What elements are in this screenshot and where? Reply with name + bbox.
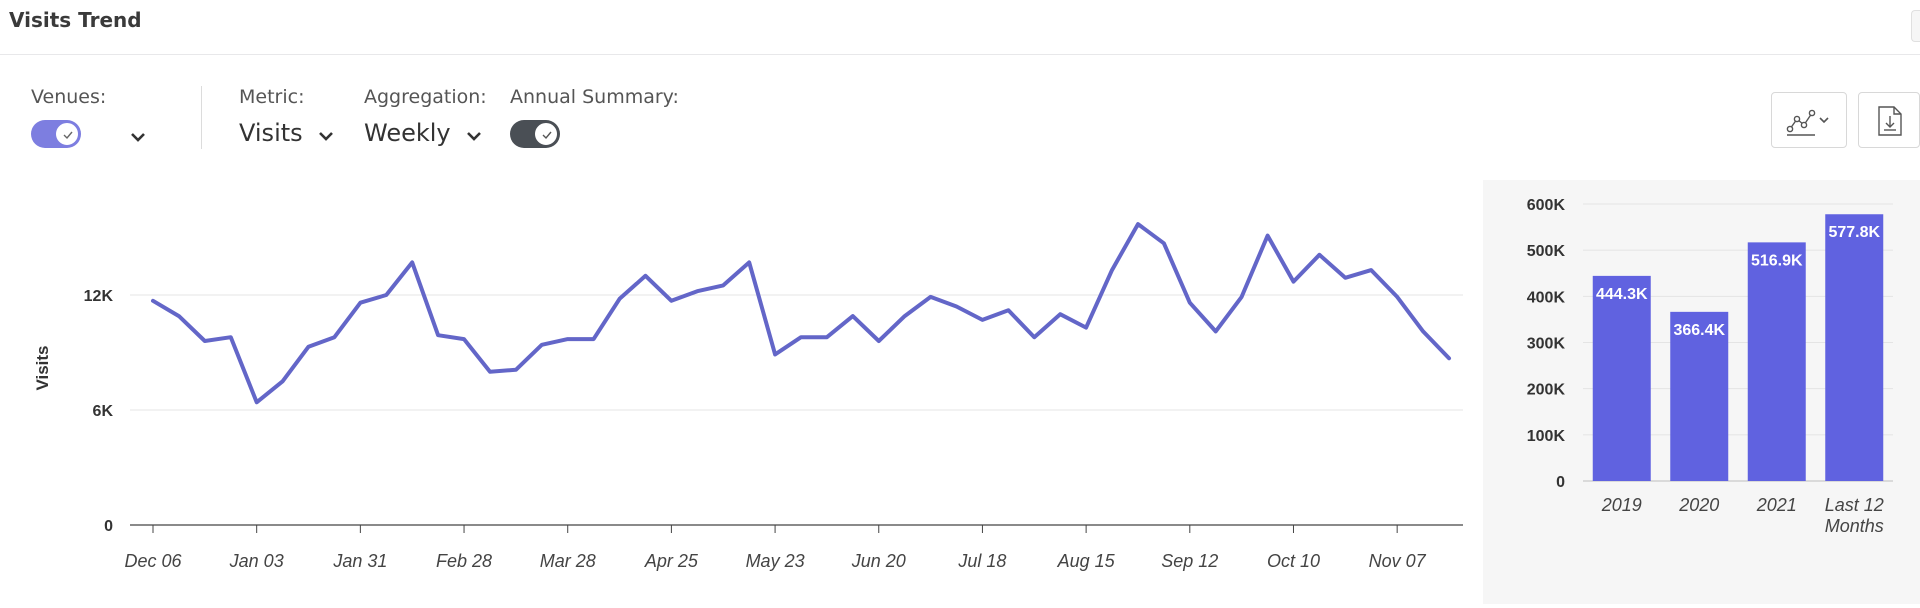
chevron-down-icon (131, 133, 145, 142)
chevron-down-icon (319, 132, 334, 141)
visits-series-line (151, 222, 1451, 405)
x-axis-ticks: 2019 2020 2021 Last 12 Months (1601, 495, 1884, 536)
controls-divider (201, 86, 202, 149)
check-icon (63, 131, 73, 140)
x-tick-label: Apr 25 (644, 551, 699, 571)
x-tick-label-line: 2021 (1756, 495, 1797, 515)
chevron-down-icon (467, 132, 482, 141)
x-tick-label: 2019 (1601, 495, 1642, 515)
bar-value-label: 444.3K (1596, 286, 1648, 303)
bar-value-label: 577.8K (1828, 224, 1880, 241)
page-title: Visits Trend (9, 8, 142, 32)
y-tick-label: 0 (104, 518, 113, 535)
annual-bar-chart: 0 100K 200K 300K 400K 500K 600K 444.3K 366.4K 51… (1527, 197, 1893, 536)
x-tick-label-line: Last 12 (1825, 495, 1884, 515)
download-file-icon (1878, 106, 1902, 136)
bars: 444.3K 366.4K 516.9K 577.8K (1592, 214, 1884, 481)
y-axis-ticks: 0 6K 12K (84, 288, 114, 535)
metric-select[interactable]: Visits (239, 119, 334, 148)
y-axis-label: Visits (33, 345, 52, 390)
x-tick-label: Oct 10 (1267, 551, 1320, 571)
venues-dropdown-button[interactable] (130, 128, 146, 147)
x-tick-label: Aug 15 (1057, 551, 1116, 571)
y-tick-label: 500K (1527, 243, 1566, 260)
x-tick-label: Dec 06 (124, 551, 182, 571)
metric-label: Metric: (239, 86, 305, 108)
y-tick-label: 200K (1527, 382, 1566, 399)
x-tick-label: Feb 28 (436, 551, 492, 571)
series-line (151, 222, 1451, 405)
visits-line-chart: 0 6K 12K Dec 06 Jan 03 Jan 31 Feb 28 Mar 28 Apr… (33, 222, 1463, 571)
download-button[interactable] (1858, 92, 1920, 148)
grid-lines (130, 294, 1463, 526)
x-tick-label: May 23 (746, 551, 805, 571)
x-tick-label: 2020 (1678, 495, 1719, 515)
header-corner-button[interactable] (1911, 10, 1920, 42)
x-tick-label: Jan 03 (229, 551, 284, 571)
y-tick-label: 600K (1527, 197, 1566, 214)
x-tick-label: Jul 18 (957, 551, 1006, 571)
bar (1592, 275, 1651, 481)
y-tick-label: 100K (1527, 428, 1566, 445)
y-axis-ticks: 0 100K 200K 300K 400K 500K 600K (1527, 197, 1566, 491)
y-tick-label: 6K (93, 403, 114, 420)
x-tick-label-line: 2019 (1601, 495, 1642, 515)
x-tick-label: Mar 28 (540, 551, 596, 571)
venues-toggle[interactable] (31, 120, 81, 148)
bar (1670, 311, 1729, 481)
x-tick-label-line: 2020 (1678, 495, 1719, 515)
toggle-knob (55, 122, 79, 146)
aggregation-label: Aggregation: (364, 86, 487, 108)
annual-summary-label: Annual Summary: (510, 86, 679, 108)
bar-value-label: 516.9K (1751, 252, 1803, 269)
y-tick-label: 400K (1527, 289, 1566, 306)
aggregation-value: Weekly (364, 119, 451, 147)
x-tick-label-line: Months (1825, 516, 1884, 536)
chart-type-button[interactable] (1771, 92, 1847, 148)
x-tick-label: Sep 12 (1161, 551, 1218, 571)
x-tick-label: Jan 31 (332, 551, 387, 571)
check-icon (542, 131, 552, 140)
bar (1747, 242, 1806, 481)
bar-value-label: 366.4K (1673, 322, 1725, 339)
y-tick-label: 300K (1527, 336, 1566, 353)
toggle-knob (534, 122, 558, 146)
y-tick-label: 12K (84, 288, 114, 305)
bar (1825, 214, 1884, 481)
line-chart-icon (1786, 109, 1829, 136)
annual-summary-panel: 0 100K 200K 300K 400K 500K 600K 444.3K 366.4K 51… (1483, 180, 1920, 604)
x-tick-label: Jun 20 (851, 551, 906, 571)
aggregation-select[interactable]: Weekly (364, 119, 482, 148)
header: Visits Trend (0, 0, 1920, 55)
venues-label: Venues: (31, 86, 107, 108)
x-axis-ticks: Dec 06 Jan 03 Jan 31 Feb 28 Mar 28 Apr 25 May … (124, 525, 1427, 571)
x-tick-label: Nov 07 (1369, 551, 1427, 571)
x-tick-label: 2021 (1756, 495, 1797, 515)
x-tick-label: Last 12 Months (1825, 495, 1884, 536)
annual-summary-toggle[interactable] (510, 120, 560, 148)
y-tick-label: 0 (1556, 474, 1565, 491)
metric-value: Visits (239, 119, 303, 147)
